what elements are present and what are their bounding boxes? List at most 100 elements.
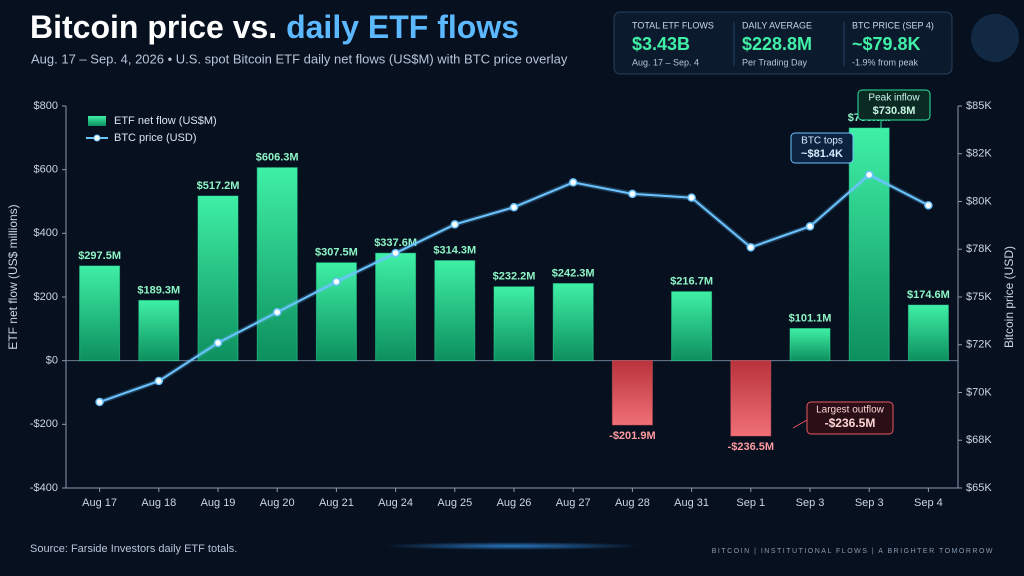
kpi-note: -1.9% from peak [852, 57, 919, 67]
tagline: BITCOIN | INSTITUTIONAL FLOWS | A BRIGHT… [712, 548, 994, 555]
y2-tick-label: $68K [966, 434, 992, 446]
price-point [924, 201, 933, 210]
price-point [95, 397, 104, 407]
price-point [687, 193, 696, 202]
value-label: $189.3M [137, 284, 180, 296]
value-label: $174.6M [907, 289, 950, 301]
bar [197, 195, 239, 362]
x-tick-label: Aug 17 [82, 497, 117, 509]
price-point [864, 170, 874, 180]
value-label: $606.3M [256, 152, 299, 164]
price-point [154, 376, 164, 386]
value-label: $297.5M [78, 250, 121, 262]
kpi-value: $3.43B [632, 34, 690, 54]
x-tick-label: Sep 3 [855, 497, 884, 509]
price-point [746, 243, 756, 252]
svg-text:BTC tops: BTC tops [801, 136, 843, 147]
bar [256, 167, 298, 362]
y-tick-label: -$200 [30, 418, 58, 430]
value-label: $232.2M [493, 271, 536, 283]
y2-tick-label: $75K [966, 291, 992, 303]
bar [434, 260, 476, 362]
legend-swatch [93, 134, 101, 142]
value-label: $314.3M [433, 245, 476, 257]
svg-text:~$81.4K: ~$81.4K [801, 148, 843, 160]
source: Source: Farside Investors daily ETF tota… [30, 543, 237, 555]
kpi-value: $228.8M [742, 34, 812, 54]
x-tick-label: Sep 1 [736, 497, 765, 509]
svg-text:Largest outflow: Largest outflow [816, 405, 885, 416]
bar [552, 283, 594, 362]
kpis: TOTAL ETF FLOWS $3.43B Aug. 17 – Sep. 4 DAI… [632, 20, 934, 67]
y-tick-label: $400 [34, 227, 58, 239]
y-axis-title: ETF net flow (US$ millions) [6, 204, 20, 349]
y2-tick-label: $82K [966, 148, 992, 160]
value-label: $242.3M [552, 267, 595, 279]
value-label: $337.6M [374, 237, 417, 249]
price-point [213, 338, 223, 348]
bar [375, 252, 417, 362]
y-tick-label: $600 [34, 164, 58, 176]
bar [493, 286, 535, 362]
bar [848, 127, 890, 362]
kpi-note: Per Trading Day [742, 57, 808, 67]
y2-tick-label: $70K [966, 386, 992, 398]
subtitle: Aug. 17 – Sep. 4, 2026 • U.S. spot Bitco… [31, 51, 568, 66]
bitcoin-icon [971, 14, 1019, 62]
y2-tick-label: $80K [966, 195, 992, 207]
y-tick-label: $200 [34, 291, 58, 303]
bar [611, 360, 653, 426]
bar [730, 360, 772, 437]
bar [671, 291, 713, 362]
x-tick-label: Aug 20 [260, 497, 295, 509]
kpi-label: BTC PRICE (SEP 4) [852, 20, 934, 30]
annotation: BTC tops ~$81.4K [790, 132, 854, 164]
x-tick-label: Sep 3 [796, 497, 825, 509]
bar [138, 299, 180, 362]
legend-label: ETF net flow (US$M) [114, 115, 217, 127]
y2-tick-label: $65K [966, 482, 992, 494]
kpi-label: TOTAL ETF FLOWS [632, 20, 714, 30]
value-label: -$236.5M [728, 441, 774, 453]
x-tick-label: Aug 27 [556, 497, 591, 509]
price-point [805, 222, 815, 231]
price-point [391, 248, 400, 258]
x-tick-label: Sep 4 [914, 497, 943, 509]
value-label: $101.1M [789, 312, 832, 324]
y2-axis-title: Bitcoin price (USD) [1002, 246, 1016, 348]
kpi-value: ~$79.8K [852, 34, 921, 54]
x-tick-label: Aug 19 [201, 497, 236, 509]
bar [789, 327, 831, 362]
price-point [272, 308, 282, 317]
value-label: $517.2M [197, 180, 240, 192]
y2-tick-label: $72K [966, 339, 992, 351]
svg-text:$730.8M: $730.8M [873, 105, 916, 117]
x-tick-label: Aug 31 [674, 497, 709, 509]
price-point [568, 178, 578, 187]
bar [79, 265, 121, 362]
bar [907, 304, 949, 362]
x-tick-label: Aug 28 [615, 497, 650, 509]
y2-tick-label: $85K [966, 100, 992, 112]
kpi-panel [613, 11, 953, 75]
value-label: $216.7M [670, 276, 713, 288]
x-tick-label: Aug 18 [141, 497, 176, 509]
annotation: Peak inflow $730.8M [857, 89, 931, 130]
svg-text:Peak inflow: Peak inflow [868, 93, 920, 104]
y-tick-label: $800 [34, 100, 58, 112]
y-tick-label: $0 [46, 355, 58, 367]
value-label: $307.5M [315, 247, 358, 259]
x-tick-label: Aug 24 [378, 497, 413, 509]
x-tick-label: Aug 21 [319, 497, 354, 509]
price-point [450, 220, 460, 229]
x-tick-label: Aug 26 [497, 497, 532, 509]
kpi-note: Aug. 17 – Sep. 4 [632, 57, 699, 67]
y2-tick-label: $78K [966, 243, 992, 255]
value-label: -$201.9M [609, 430, 655, 442]
legend-swatch [88, 116, 106, 126]
svg-text:-$236.5M: -$236.5M [825, 416, 876, 430]
title: Bitcoin price vs. daily ETF flows [30, 9, 519, 45]
kpi-label: DAILY AVERAGE [742, 20, 812, 30]
